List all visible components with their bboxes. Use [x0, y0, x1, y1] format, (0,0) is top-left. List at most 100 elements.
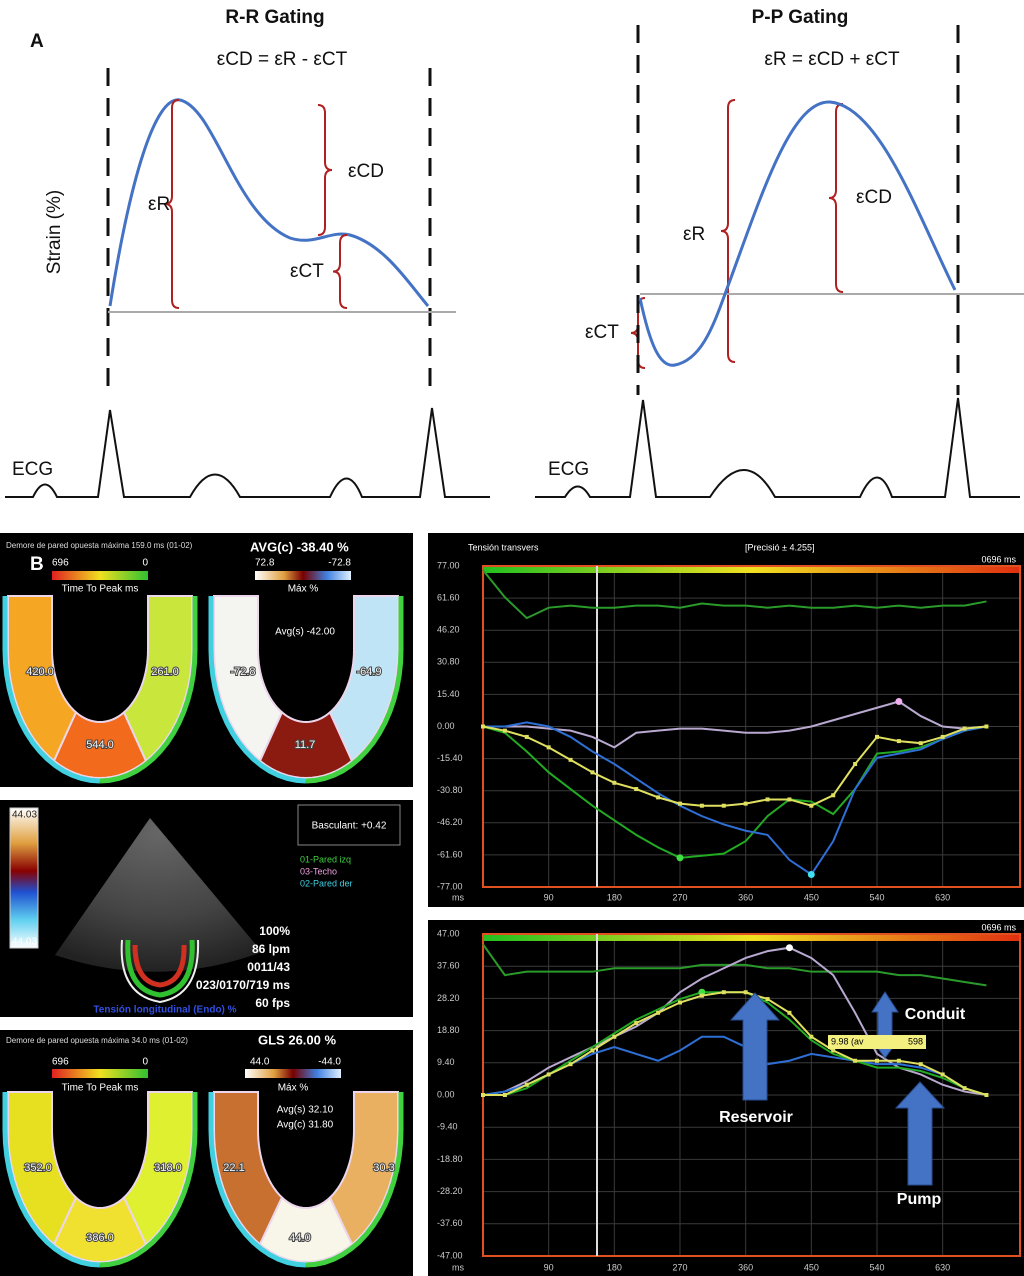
x-tick-label: 90 — [544, 1262, 554, 1272]
y-tick-label: -77.00 — [437, 881, 463, 891]
x-tick-label: ms — [452, 892, 464, 902]
echo-image — [55, 818, 262, 972]
x-tick-label: 540 — [869, 892, 884, 902]
point — [940, 1072, 945, 1077]
average: GLS 26.00 % — [258, 1032, 336, 1047]
outline — [305, 596, 404, 784]
scale-label: Time To Peak ms — [62, 1083, 139, 1094]
point — [524, 1082, 529, 1087]
point — [831, 793, 836, 798]
arrow — [729, 992, 781, 1101]
point — [481, 724, 485, 729]
legend-entry: 01-Pared izq — [300, 854, 351, 864]
stat: 86 lpm — [252, 942, 290, 956]
header: Demore de pared opuesta máxima 34.0 ms (… — [6, 1036, 188, 1045]
x-tick-label: 360 — [738, 892, 753, 902]
point — [853, 1058, 858, 1063]
tooltip: 9.98 (av — [831, 1036, 864, 1046]
scale-min: -72.8 — [328, 558, 351, 569]
point — [918, 1062, 923, 1067]
stat: 0011/43 — [247, 960, 290, 974]
average-line: Avg(s) -42.00 — [275, 627, 335, 638]
color-bar — [483, 933, 1020, 941]
segment-value: -64.9 — [356, 666, 381, 678]
segment-value: -72.8 — [230, 666, 255, 678]
y-tick-label: -61.60 — [437, 849, 463, 859]
point — [677, 1000, 682, 1005]
point — [962, 1086, 967, 1091]
scale-label: Máx % — [278, 1083, 309, 1094]
point — [918, 741, 923, 746]
point — [502, 1093, 507, 1097]
point — [853, 762, 858, 767]
annotation: Pump — [897, 1191, 942, 1208]
segment-value: 30.3 — [373, 1162, 394, 1174]
scale-label: Máx % — [288, 584, 319, 595]
point — [984, 1093, 989, 1097]
brace — [332, 234, 348, 309]
braces — [164, 99, 844, 369]
label: εCT — [585, 322, 619, 343]
legend-entry: 02-Pared der — [300, 878, 353, 888]
series-line — [482, 725, 987, 859]
tooltip-box — [828, 1035, 926, 1049]
scale-min: -44.0 — [318, 1057, 341, 1068]
segment-value: 22.1 — [223, 1162, 244, 1174]
point — [546, 1072, 551, 1077]
x-tick-label: 540 — [869, 1262, 884, 1272]
point — [721, 990, 726, 995]
echo-panel: 44.03 44.03 Basculant: +0.42 01-Pared iz… — [0, 800, 413, 1017]
y-tick-label: 15.40 — [437, 689, 460, 699]
average: AVG(c) -38.40 % — [250, 539, 349, 554]
point — [743, 801, 748, 806]
stat: 023/0170/719 ms — [196, 978, 290, 992]
segment — [122, 595, 193, 763]
tracing — [125, 939, 195, 998]
bullseye-panel: Demore de pared opuesta máxima 159.0 ms … — [0, 533, 413, 787]
ecg-label: ECG — [548, 459, 589, 480]
tooltip: 598 — [908, 1036, 923, 1046]
brace — [164, 99, 180, 309]
arrow — [894, 1081, 946, 1186]
y-tick-label: 9.40 — [437, 1057, 455, 1067]
y-tick-label: -18.80 — [437, 1154, 463, 1164]
point — [831, 1048, 836, 1053]
point — [656, 795, 661, 800]
caption: Tensión longitudinal (Endo) % — [93, 1005, 236, 1016]
legend-entry: 03-Techo — [300, 866, 337, 876]
bullseye-panel: Demore de pared opuesta máxima 34.0 ms (… — [0, 1030, 413, 1276]
point — [940, 734, 945, 739]
point — [634, 1021, 639, 1026]
point — [721, 803, 726, 808]
panel-a: A R-R Gating εCD = εR - εCT Strain (%) ε… — [5, 7, 1024, 498]
x-tick-label: 630 — [935, 892, 950, 902]
x-tick-label: 90 — [544, 892, 554, 902]
segment-value: 11.7 — [295, 739, 316, 751]
point — [568, 757, 573, 762]
point — [896, 1058, 901, 1063]
y-tick-label: 18.80 — [437, 1025, 460, 1035]
point — [656, 1010, 661, 1015]
segment-value: 261.0 — [151, 666, 179, 678]
brace — [828, 103, 844, 293]
y-tick-label: 77.00 — [437, 560, 460, 570]
point — [962, 726, 967, 731]
time-label: 0696 ms — [981, 922, 1016, 932]
x-tick-label: 180 — [607, 1262, 622, 1272]
peak-point — [895, 697, 903, 705]
y-tick-label: -9.40 — [437, 1122, 458, 1132]
y-tick-label: -15.40 — [437, 753, 463, 763]
point — [765, 997, 770, 1002]
outline — [99, 596, 198, 784]
scale-max: 72.8 — [255, 558, 275, 569]
scale-max: 44.0 — [250, 1057, 270, 1068]
peak-point — [785, 944, 793, 952]
series-line — [482, 725, 987, 807]
outline — [2, 1092, 101, 1268]
tracing — [120, 939, 200, 1004]
axis-label: Strain (%) — [44, 190, 65, 274]
point — [787, 1010, 792, 1015]
header: Demore de pared opuesta máxima 159.0 ms … — [6, 541, 193, 550]
x-tick-label: ms — [452, 1262, 464, 1272]
